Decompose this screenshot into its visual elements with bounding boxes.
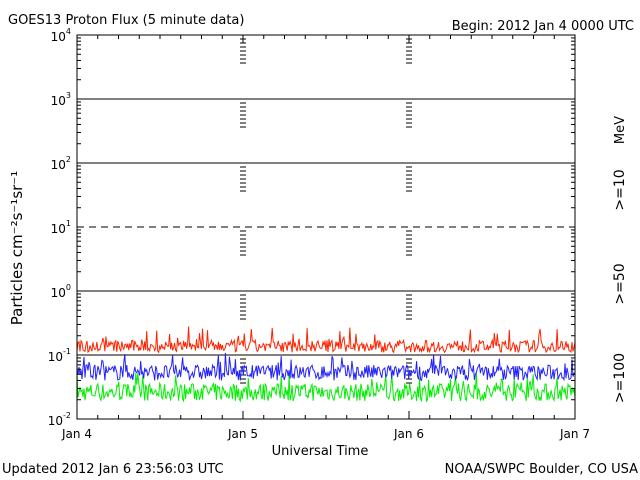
credit: NOAA/SWPC Boulder, CO USA xyxy=(445,462,638,477)
y-tick-label: 101 xyxy=(51,219,71,236)
x-tick-label: Jan 5 xyxy=(227,427,258,441)
y-tick-label: 10-1 xyxy=(48,347,71,364)
x-axis-label: Universal Time xyxy=(272,444,369,459)
y-tick-label: 103 xyxy=(51,91,71,108)
x-tick-label: Jan 7 xyxy=(559,427,590,441)
y-axis-label: Particles cm⁻²s⁻¹sr⁻¹ xyxy=(8,171,26,325)
legend-ge50: >=50 xyxy=(612,263,628,304)
y-tick-label: 10-2 xyxy=(48,411,71,428)
y-tick-label: 104 xyxy=(51,27,71,44)
legend-ge100: >=100 xyxy=(612,353,628,403)
grid xyxy=(77,38,575,384)
unit-label: MeV xyxy=(613,116,628,144)
y-tick-label: 102 xyxy=(51,155,71,172)
series-line-ge50 xyxy=(76,352,576,382)
updated-time: Updated 2012 Jan 6 23:56:03 UTC xyxy=(2,462,224,477)
chart-title: GOES13 Proton Flux (5 minute data) xyxy=(8,13,244,28)
series-line-ge100 xyxy=(76,372,576,403)
y-tick-label: 100 xyxy=(51,283,71,300)
legend-ge10: >=10 xyxy=(612,169,628,210)
x-tick-label: Jan 6 xyxy=(393,427,424,441)
series-group xyxy=(76,326,576,403)
series-line-ge10 xyxy=(76,326,576,354)
x-tick-label: Jan 4 xyxy=(61,427,92,441)
begin-time: Begin: 2012 Jan 4 0000 UTC xyxy=(452,19,634,34)
plot-frame xyxy=(76,34,576,420)
